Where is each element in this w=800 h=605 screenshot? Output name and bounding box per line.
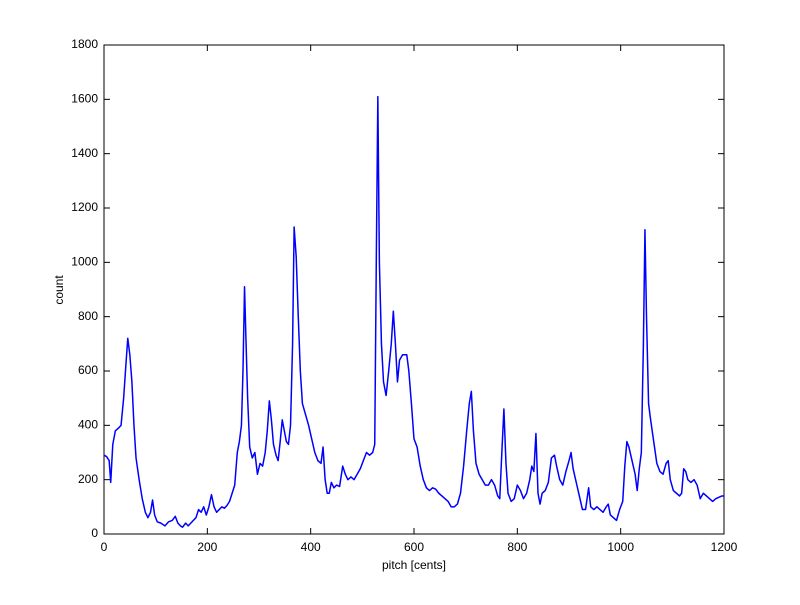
x-tick-label: 1000 xyxy=(607,540,634,554)
y-tick-label: 400 xyxy=(78,418,98,432)
y-tick-label: 1000 xyxy=(71,255,98,269)
y-tick-label: 1400 xyxy=(71,146,98,160)
x-tick-label: 600 xyxy=(404,540,424,554)
x-tick-label: 400 xyxy=(301,540,321,554)
plot-frame xyxy=(103,44,725,535)
x-tick-label: 1200 xyxy=(711,540,738,554)
y-tick-label: 600 xyxy=(78,363,98,377)
x-axis-label: pitch [cents] xyxy=(382,558,446,572)
data-line xyxy=(103,95,724,528)
x-tick-label: 0 xyxy=(101,540,108,554)
y-axis-label: count xyxy=(52,275,66,305)
y-tick-label: 200 xyxy=(78,472,98,486)
x-tick-label: 800 xyxy=(507,540,527,554)
y-tick-label: 1600 xyxy=(71,92,98,106)
y-tick-label: 800 xyxy=(78,309,98,323)
y-tick-label: 0 xyxy=(91,526,98,540)
y-tick-label: 1200 xyxy=(71,200,98,214)
x-tick-label: 200 xyxy=(197,540,217,554)
y-tick-label: 1800 xyxy=(71,37,98,51)
